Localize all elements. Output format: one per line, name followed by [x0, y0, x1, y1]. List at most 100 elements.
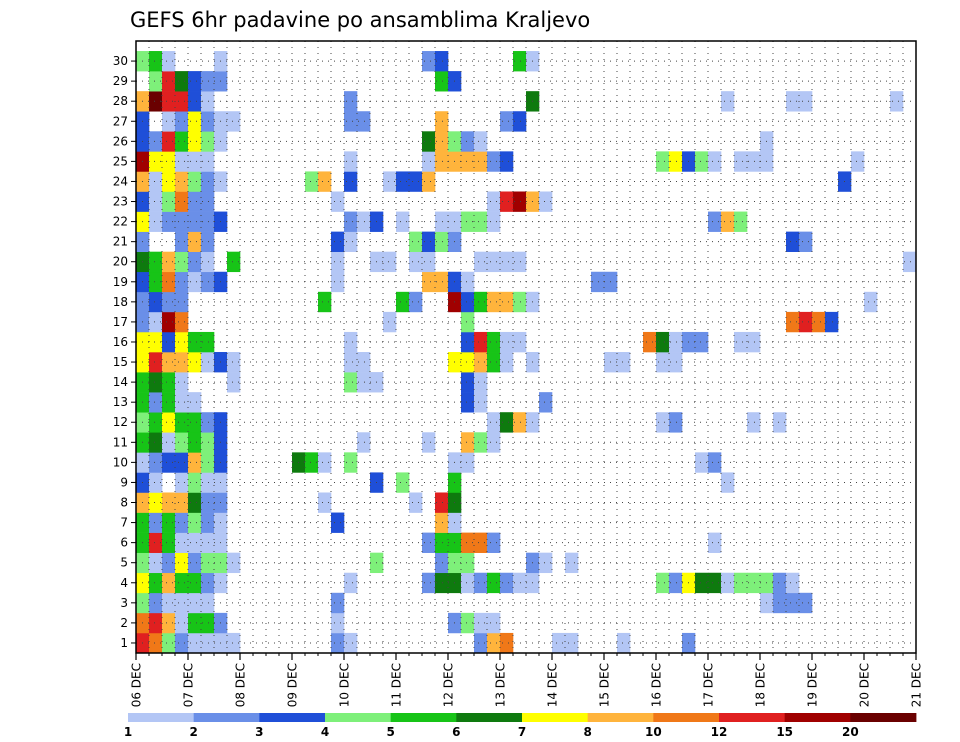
x-tick-label: 12 DEC [442, 663, 456, 707]
precip-cell [344, 171, 358, 192]
y-tick-label: 17 [113, 315, 128, 329]
precip-cell [487, 151, 501, 172]
precip-cell [422, 171, 436, 192]
precip-cell [669, 412, 683, 433]
precip-cell [435, 131, 449, 152]
precip-cell [188, 612, 202, 634]
precip-cell [201, 412, 215, 433]
precip-cell [188, 131, 202, 152]
precip-cell [656, 352, 670, 373]
precip-cell [201, 512, 215, 533]
precip-cell [227, 372, 241, 393]
precip-cell [175, 392, 189, 413]
precip-cell [344, 372, 358, 393]
precip-cell [188, 552, 202, 574]
precip-cell [474, 211, 488, 232]
precip-cell [656, 572, 670, 594]
precip-cell [695, 331, 709, 353]
x-tick-label: 19 DEC [806, 663, 820, 707]
precip-cell [162, 512, 176, 533]
y-tick-label: 22 [113, 215, 128, 229]
precip-cell [487, 532, 501, 553]
precip-cell [162, 632, 176, 654]
precip-cell [175, 91, 189, 112]
precip-cell [201, 472, 215, 493]
precip-cell [500, 291, 514, 313]
x-tick-label: 13 DEC [494, 663, 508, 707]
y-tick-label: 13 [113, 395, 128, 409]
precip-cell [409, 231, 423, 252]
precip-cell [175, 71, 189, 92]
precip-cell [474, 632, 488, 654]
precip-cell [656, 412, 670, 433]
precip-cell [175, 171, 189, 192]
precip-cell [201, 552, 215, 574]
precip-cell [175, 291, 189, 313]
precip-cell [487, 352, 501, 373]
precip-cell [149, 452, 163, 473]
precip-cell [474, 532, 488, 553]
precip-cell [474, 612, 488, 634]
precip-cell [201, 111, 215, 132]
precip-cell [344, 632, 358, 654]
legend-label: 4 [321, 725, 329, 739]
precip-cell [331, 632, 345, 654]
precip-cell [669, 572, 683, 594]
precip-cell [721, 572, 735, 594]
x-axis: 06 DEC 07 DEC 08 DEC 09 DEC 10 DEC 11 DEC 12 D… [130, 653, 924, 707]
precip-cell [539, 392, 553, 413]
precip-cell [175, 532, 189, 553]
precip-cell [162, 412, 176, 433]
precip-cell [331, 592, 345, 614]
precip-cell [201, 251, 215, 273]
precip-cell [188, 171, 202, 192]
precip-cell [461, 331, 475, 353]
precip-cell [188, 492, 202, 513]
precip-cell [487, 211, 501, 232]
precip-cell [487, 572, 501, 594]
y-axis: 1234567891011121314151617181920212223242… [113, 54, 136, 650]
precip-cell [461, 432, 475, 453]
precip-cell [708, 151, 722, 172]
precip-cell [201, 191, 215, 212]
precip-cell [903, 251, 917, 273]
precip-cell [357, 352, 371, 373]
precip-cell [786, 572, 800, 594]
precip-cell [396, 171, 410, 192]
precip-cell [175, 452, 189, 473]
precip-cell [162, 291, 176, 313]
precip-cell [734, 151, 748, 172]
precip-cell [383, 171, 397, 192]
precip-cell [344, 352, 358, 373]
precip-cell [162, 71, 176, 92]
precip-cell [162, 432, 176, 453]
precip-cell [175, 231, 189, 252]
precip-cell [435, 492, 449, 513]
precip-cell [435, 111, 449, 132]
precip-cell [383, 251, 397, 273]
precip-cell [474, 392, 488, 413]
y-tick-label: 24 [113, 174, 128, 188]
x-tick-label: 20 DEC [858, 663, 872, 707]
precip-cell [149, 191, 163, 212]
precip-cell [175, 311, 189, 333]
precip-cell [487, 412, 501, 433]
y-tick-label: 30 [113, 54, 128, 68]
precip-cell [175, 612, 189, 634]
precip-cell [734, 331, 748, 353]
legend-swatch [653, 713, 720, 722]
precip-cell [188, 271, 202, 293]
precip-cell [695, 452, 709, 473]
precip-cell [175, 352, 189, 373]
precip-cell [435, 51, 449, 72]
precip-cell [188, 472, 202, 493]
precip-cell [461, 612, 475, 634]
precip-cell [396, 211, 410, 232]
precip-cell [734, 211, 748, 232]
precip-cell [422, 231, 436, 252]
precip-cell [149, 51, 163, 72]
precip-cell [201, 632, 215, 654]
precip-cell [227, 552, 241, 574]
legend-label: 3 [255, 725, 263, 739]
precip-cell [162, 452, 176, 473]
